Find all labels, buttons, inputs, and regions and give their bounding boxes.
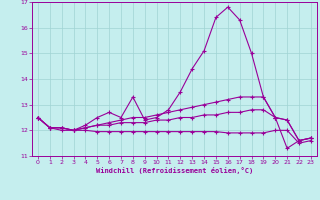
X-axis label: Windchill (Refroidissement éolien,°C): Windchill (Refroidissement éolien,°C) [96, 167, 253, 174]
